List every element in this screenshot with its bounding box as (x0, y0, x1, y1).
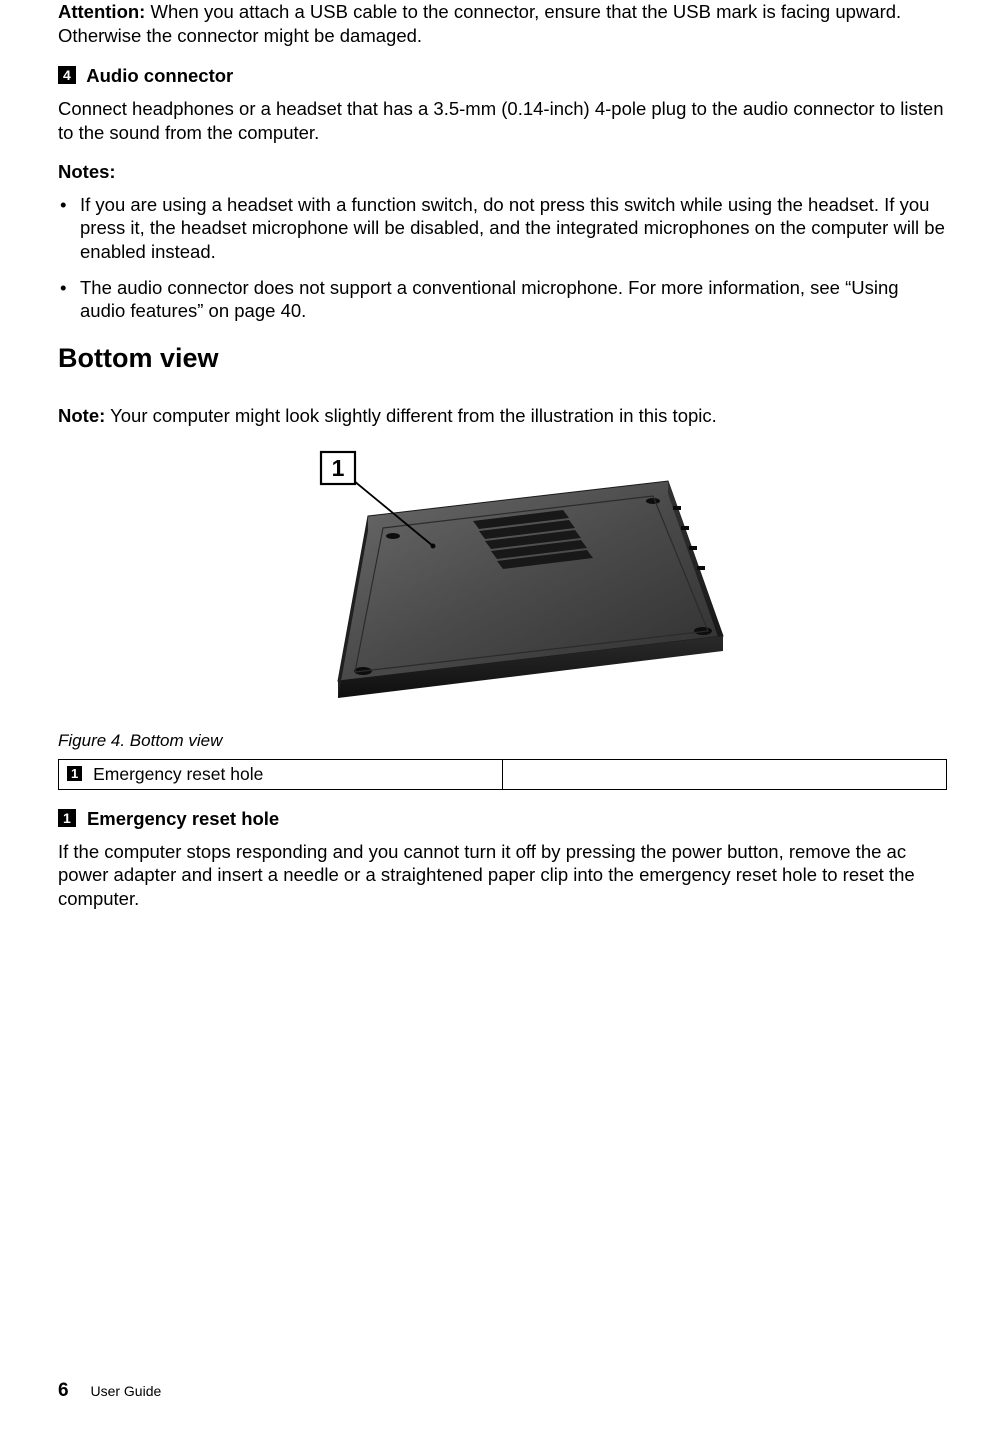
emergency-reset-title: Emergency reset hole (87, 808, 279, 829)
attention-label: Attention: (58, 1, 145, 22)
page-number: 6 (58, 1380, 69, 1401)
bottom-view-title: Bottom view (58, 343, 947, 374)
bottom-view-note: Note: Your computer might look slightly … (58, 404, 947, 428)
audio-connector-heading: 4 Audio connector (58, 65, 947, 87)
emergency-reset-heading: 1 Emergency reset hole (58, 808, 947, 830)
emergency-reset-paragraph: If the computer stops responding and you… (58, 840, 947, 911)
bottom-view-illustration: 1 (273, 446, 733, 716)
note-text: Your computer might look slightly differ… (110, 405, 717, 426)
table-row: 1 Emergency reset hole (59, 759, 947, 789)
table-cell: 1 Emergency reset hole (59, 759, 503, 789)
notes-list: If you are using a headset with a functi… (58, 193, 947, 323)
note-label: Note: (58, 405, 105, 426)
attention-text: When you attach a USB cable to the conne… (58, 1, 901, 46)
audio-connector-paragraph: Connect headphones or a headset that has… (58, 97, 947, 144)
attention-paragraph: Attention: When you attach a USB cable t… (58, 0, 947, 47)
list-item: If you are using a headset with a functi… (80, 193, 947, 264)
svg-text:1: 1 (331, 455, 344, 481)
page-footer: 6 User Guide (58, 1380, 161, 1402)
callout-num-1-detail: 1 (58, 809, 76, 827)
table-cell-empty (503, 759, 947, 789)
callout-num-1: 1 (67, 766, 82, 781)
notes-heading: Notes: (58, 161, 947, 183)
audio-connector-title: Audio connector (86, 65, 233, 86)
callout-num-4: 4 (58, 66, 76, 84)
table-cell-text: Emergency reset hole (93, 764, 263, 784)
figure-container: 1 (58, 446, 947, 721)
callout-table: 1 Emergency reset hole (58, 759, 947, 790)
list-item: The audio connector does not support a c… (80, 276, 947, 323)
page: Attention: When you attach a USB cable t… (0, 0, 1005, 1436)
figure-caption: Figure 4. Bottom view (58, 731, 947, 751)
footer-label: User Guide (90, 1383, 161, 1399)
